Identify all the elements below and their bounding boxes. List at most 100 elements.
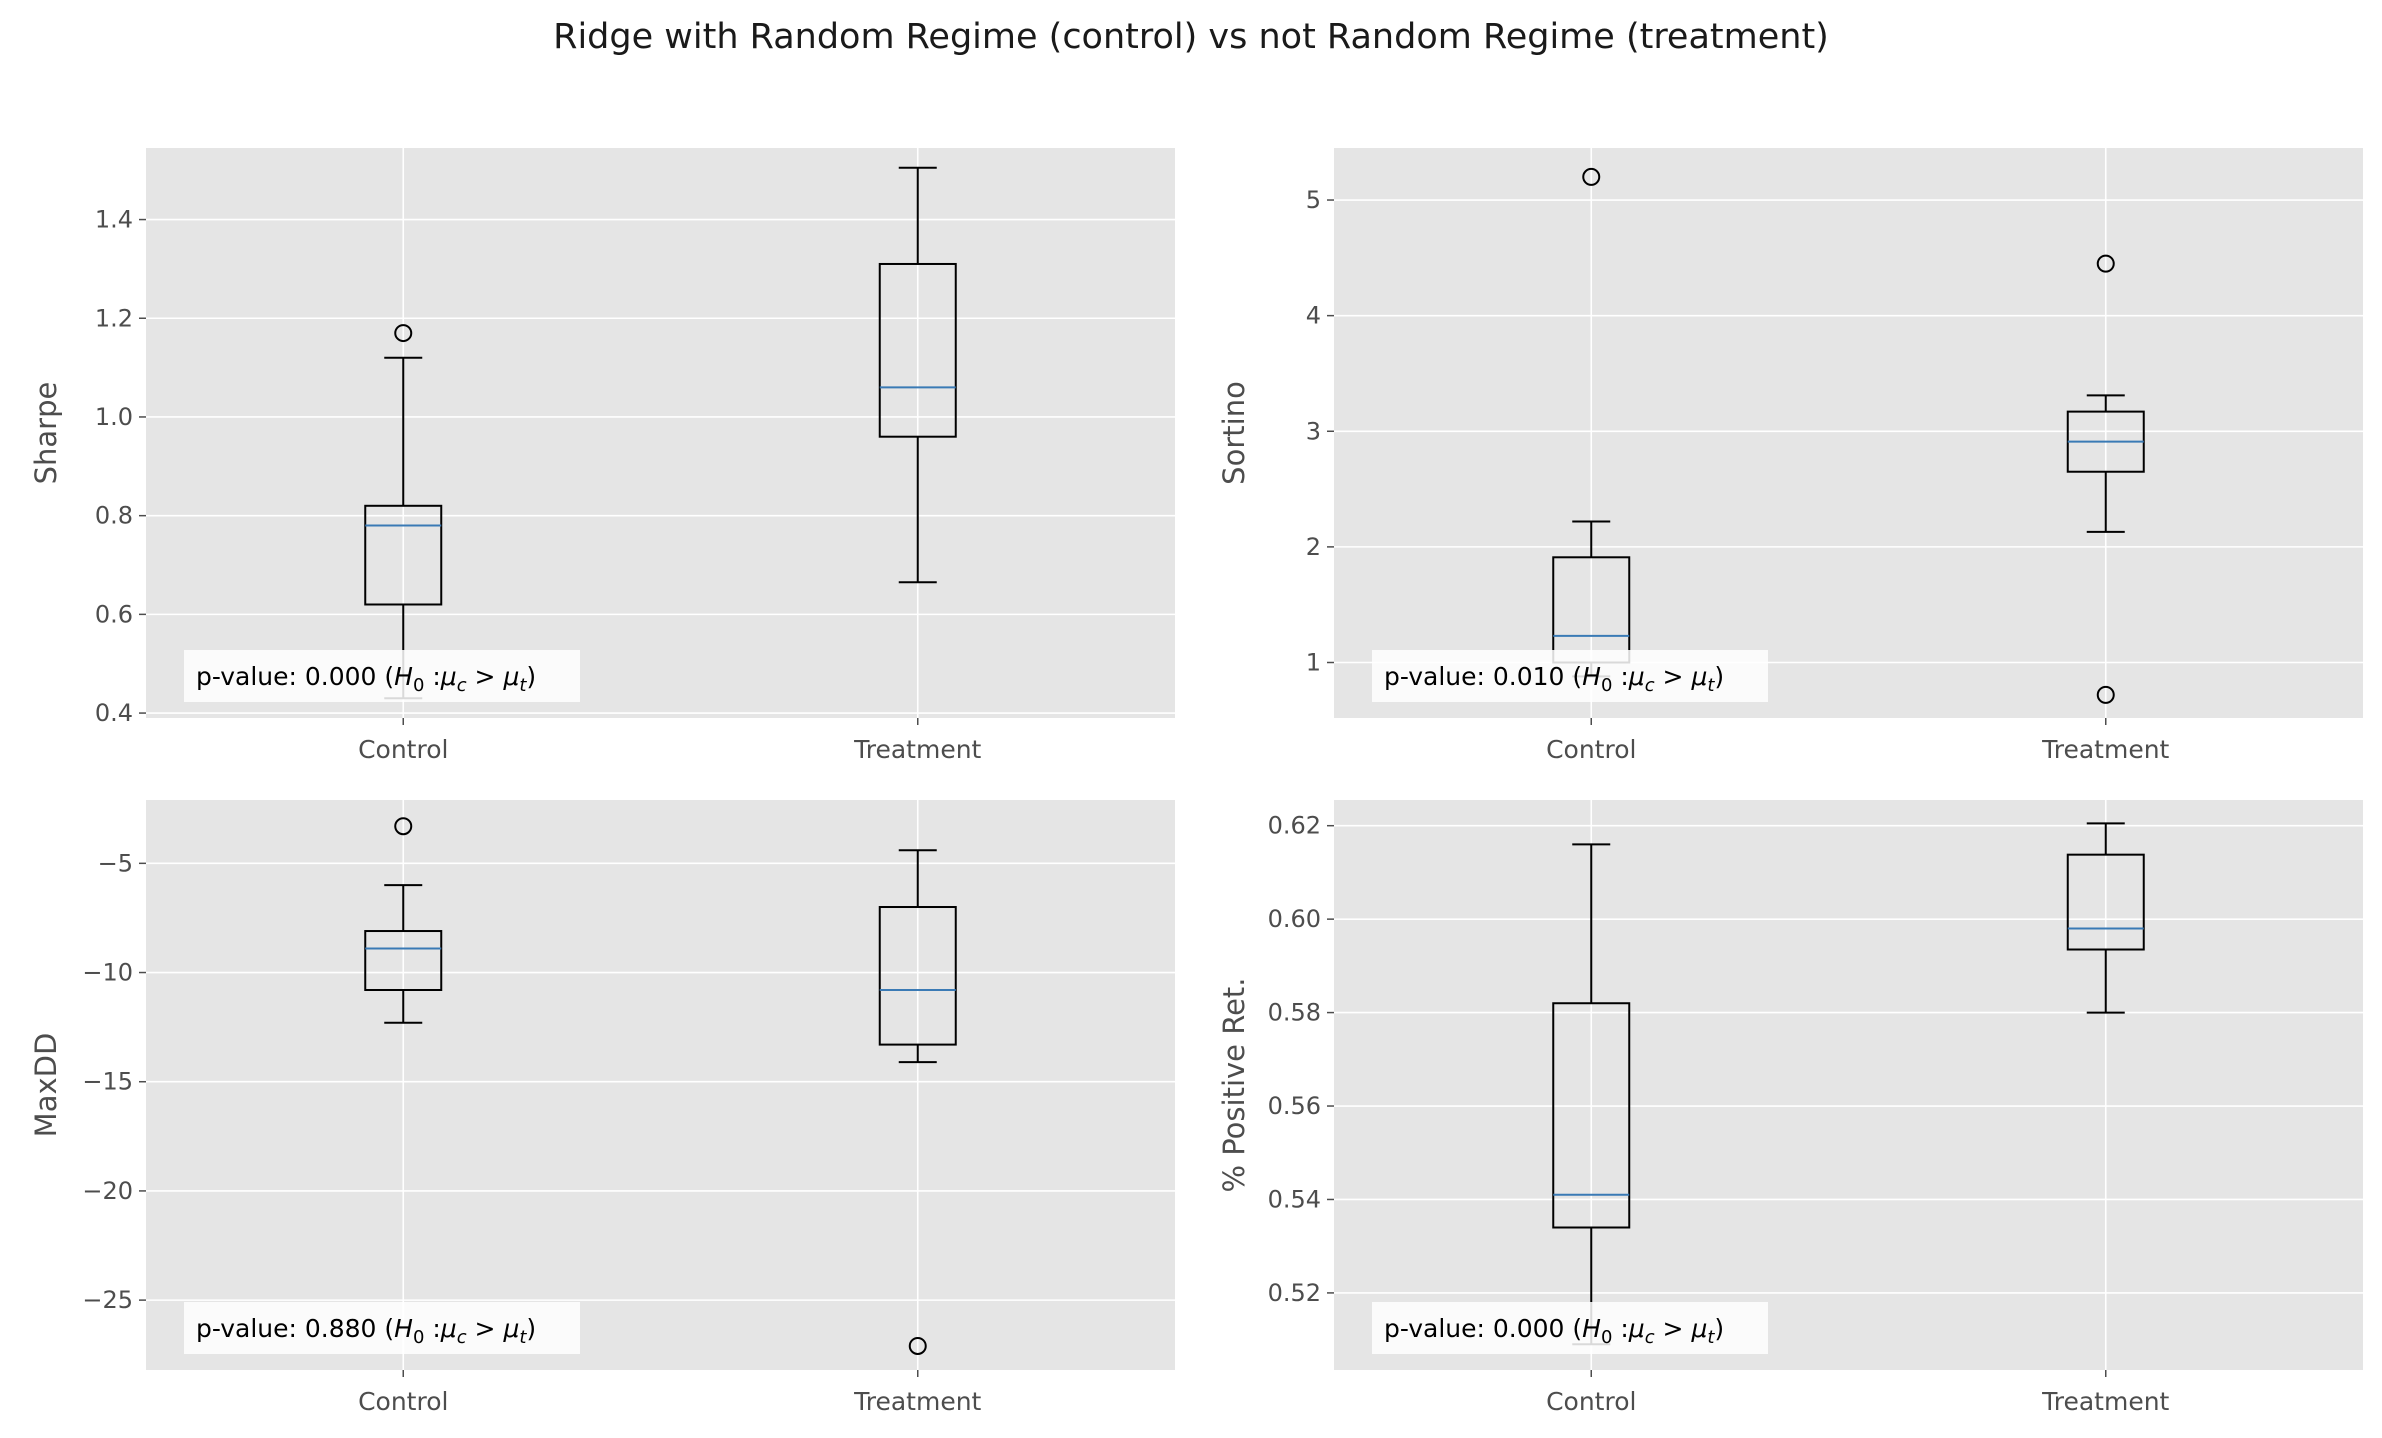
chart-0-pvalue-mu2-sub: t <box>519 675 527 696</box>
chart-2-ytick-label-1: −20 <box>82 1177 133 1205</box>
chart-0-pvalue-mu1-sub: c <box>457 675 467 696</box>
chart-2-pvalue-gt: > <box>467 1314 504 1343</box>
chart-3-xtick-label-1: Treatment <box>2041 1387 2169 1416</box>
chart-2-box-1 <box>878 849 957 1355</box>
chart-3-iqr-box-0 <box>1552 1002 1631 1229</box>
chart-2-xtick-label-1: Treatment <box>853 1387 981 1416</box>
chart-2-iqr-box-1 <box>878 906 957 1046</box>
chart-1-pvalue-colon: : <box>1612 662 1628 691</box>
chart-0-pvalue-box <box>184 650 580 702</box>
chart-1-ytick-label-1: 2 <box>1306 533 1321 561</box>
chart-2-pvalue-prefix: p-value: 0.880 ( <box>196 1314 394 1343</box>
chart-2-plot-area <box>146 800 1175 1370</box>
chart-1-pvalue-text: p-value: 0.010 (H0 :μc > μt) <box>1384 662 1724 696</box>
chart-1-flier-1-0 <box>2096 254 2115 273</box>
chart-2-pvalue-text: p-value: 0.880 (H0 :μc > μt) <box>196 1314 536 1348</box>
chart-3-ytick-label-5: 0.62 <box>1268 812 1321 840</box>
chart-3-pvalue-prefix: p-value: 0.000 ( <box>1384 1314 1582 1343</box>
chart-1-pvalue-hyp: H <box>1582 662 1601 691</box>
chart-0-iqr-box-1 <box>878 262 957 438</box>
chart-0-ytick-label-5: 1.4 <box>95 206 133 234</box>
chart-2-ylabel: MaxDD <box>29 1033 63 1138</box>
chart-1-xtick-label-0: Control <box>1546 735 1636 764</box>
chart-3-pvalue-mu1: μ <box>1628 1314 1645 1343</box>
chart-1-plot-area <box>1334 148 2363 718</box>
chart-3-ylabel: % Positive Ret. <box>1217 977 1251 1192</box>
chart-1-pvalue-gt: > <box>1655 662 1692 691</box>
chart-3-pvalue-colon: : <box>1612 1314 1628 1343</box>
chart-3-ytick-label-4: 0.60 <box>1268 905 1321 933</box>
chart-0-pvalue-annotation: p-value: 0.000 (H0 :μc > μt) <box>184 650 580 702</box>
chart-0-ytick-label-0: 0.4 <box>95 699 133 727</box>
chart-3-pvalue-annotation: p-value: 0.000 (H0 :μc > μt) <box>1372 1302 1768 1354</box>
chart-1-pvalue-box <box>1372 650 1768 702</box>
chart-3-ytick-label-2: 0.56 <box>1268 1092 1321 1120</box>
chart-2-ytick-label-2: −15 <box>82 1068 133 1096</box>
chart-0-plot-area <box>146 148 1175 718</box>
chart-0-xtick-label-1: Treatment <box>853 735 981 764</box>
chart-3-ytick-label-3: 0.58 <box>1268 999 1321 1027</box>
chart-1-ytick-label-0: 1 <box>1306 649 1321 677</box>
chart-3-pvalue-hyp-sub: 0 <box>1601 1327 1612 1348</box>
chart-0-pvalue-prefix: p-value: 0.000 ( <box>196 662 394 691</box>
chart-3-pvalue-mu1-sub: c <box>1645 1327 1655 1348</box>
chart-1-ytick-label-2: 3 <box>1306 417 1321 445</box>
chart-2-pvalue-suffix: ) <box>526 1314 536 1343</box>
chart-1-ylabel: Sortino <box>1217 381 1251 485</box>
chart-2-ytick-label-0: −25 <box>82 1286 133 1314</box>
chart-0-pvalue-hyp-sub: 0 <box>413 675 424 696</box>
chart-0-pvalue-mu1: μ <box>440 662 457 691</box>
chart-1-panel: 1 2 3 4 5 Control Treatment Sortino p-value: 0.0… <box>1217 148 2363 764</box>
chart-0-pvalue-mu2: μ <box>502 662 519 691</box>
chart-2-ytick-label-4: −5 <box>98 849 133 877</box>
chart-3-plot-area <box>1334 800 2363 1370</box>
chart-2-pvalue-box <box>184 1302 580 1354</box>
chart-3-xtick-label-0: Control <box>1546 1387 1636 1416</box>
chart-0-iqr-box-0 <box>364 504 443 606</box>
chart-0-flier-0-0 <box>394 324 413 343</box>
chart-2-pvalue-colon: : <box>424 1314 440 1343</box>
chart-3-ytick-label-1: 0.54 <box>1268 1185 1321 1213</box>
chart-1-pvalue-annotation: p-value: 0.010 (H0 :μc > μt) <box>1372 650 1768 702</box>
chart-3-pvalue-box <box>1372 1302 1768 1354</box>
chart-2-pvalue-mu2: μ <box>502 1314 519 1343</box>
chart-2-pvalue-hyp: H <box>394 1314 413 1343</box>
chart-1-ytick-label-4: 5 <box>1306 186 1321 214</box>
chart-0-pvalue-colon: : <box>424 662 440 691</box>
chart-0-pvalue-text: p-value: 0.000 (H0 :μc > μt) <box>196 662 536 696</box>
chart-2-box-0 <box>364 817 443 1024</box>
chart-1-xtick-label-1: Treatment <box>2041 735 2169 764</box>
figure-title: Ridge with Random Regime (control) vs no… <box>553 17 1829 57</box>
chart-1-flier-0-0 <box>1582 167 1601 186</box>
chart-0-ylabel: Sharpe <box>29 382 63 485</box>
chart-1-pvalue-mu2: μ <box>1690 662 1707 691</box>
chart-2-pvalue-mu2-sub: t <box>519 1327 527 1348</box>
chart-0-ytick-label-2: 0.8 <box>95 502 133 530</box>
chart-2-pvalue-mu1-sub: c <box>457 1327 467 1348</box>
chart-1-pvalue-mu1: μ <box>1628 662 1645 691</box>
chart-0-pvalue-gt: > <box>467 662 504 691</box>
chart-1-pvalue-hyp-sub: 0 <box>1601 675 1612 696</box>
chart-3-pvalue-gt: > <box>1655 1314 1692 1343</box>
chart-1-ytick-label-3: 4 <box>1306 302 1321 330</box>
chart-2-pvalue-hyp-sub: 0 <box>413 1327 424 1348</box>
chart-2-pvalue-annotation: p-value: 0.880 (H0 :μc > μt) <box>184 1302 580 1354</box>
chart-1-flier-1-1 <box>2096 685 2115 704</box>
chart-3-pvalue-suffix: ) <box>1714 1314 1724 1343</box>
chart-0-ytick-label-3: 1.0 <box>95 403 133 431</box>
chart-3-pvalue-mu2-sub: t <box>1707 1327 1715 1348</box>
chart-0-pvalue-hyp: H <box>394 662 413 691</box>
chart-3-pvalue-text: p-value: 0.000 (H0 :μc > μt) <box>1384 1314 1724 1348</box>
chart-2-flier-1-0 <box>908 1336 927 1355</box>
chart-3-panel: 0.52 0.54 0.56 0.58 0.60 0.62 Control Treatment… <box>1217 800 2363 1416</box>
chart-0-panel: 0.4 0.6 0.8 1.0 1.2 1.4 Control Treatment Sharpe… <box>29 148 1175 764</box>
chart-0-ytick-label-4: 1.2 <box>95 304 133 332</box>
chart-0-ytick-label-1: 0.6 <box>95 600 133 628</box>
chart-0-box-1 <box>878 166 957 584</box>
chart-3-pvalue-mu2: μ <box>1690 1314 1707 1343</box>
chart-1-pvalue-suffix: ) <box>1714 662 1724 691</box>
chart-1-pvalue-mu1-sub: c <box>1645 675 1655 696</box>
chart-2-xtick-label-0: Control <box>358 1387 448 1416</box>
chart-3-pvalue-hyp: H <box>1582 1314 1601 1343</box>
